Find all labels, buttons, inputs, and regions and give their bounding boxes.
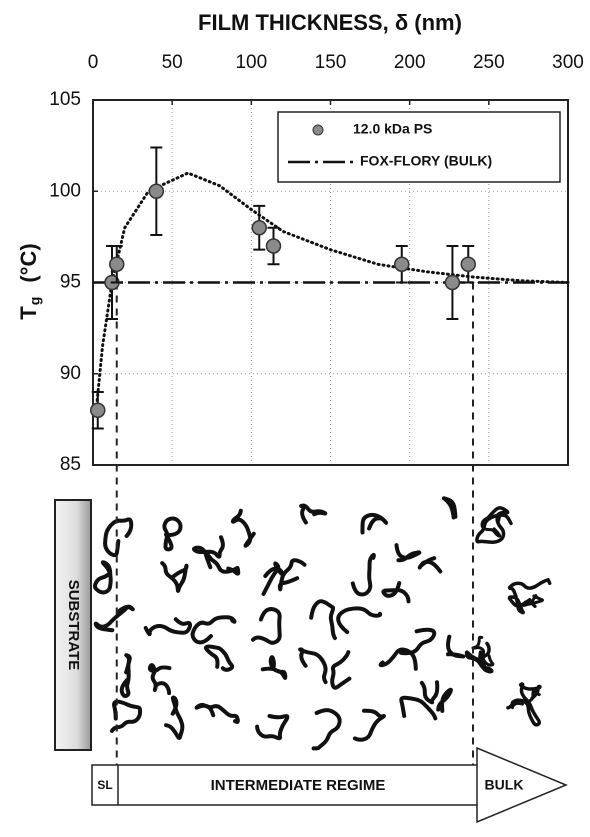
regime-arrow [91, 746, 568, 824]
y-label: T [16, 306, 41, 320]
chain [360, 512, 389, 535]
chain [471, 635, 495, 667]
y-axis-label: T g (°C) [16, 243, 43, 319]
data-point [251, 220, 267, 236]
chain [260, 655, 288, 680]
chain [203, 551, 241, 576]
data-point [90, 402, 106, 418]
chain [119, 653, 132, 699]
chain [147, 663, 172, 696]
chain [194, 702, 240, 724]
chain [110, 699, 143, 733]
chain [464, 641, 494, 674]
y-tick-label: 90 [60, 363, 81, 384]
chain [507, 577, 552, 615]
chain [506, 682, 542, 727]
x-tick-label: 300 [552, 52, 584, 73]
chain [299, 503, 328, 525]
chain [160, 561, 189, 593]
chain [164, 695, 185, 740]
chain [103, 517, 134, 558]
data-point [394, 256, 410, 272]
chain [436, 687, 453, 713]
chain [350, 552, 376, 597]
chain [510, 689, 541, 710]
x-tick-label: 200 [394, 52, 426, 73]
chain [298, 647, 328, 685]
regime-label: INTERMEDIATE REGIME [211, 777, 386, 794]
chain [446, 634, 466, 659]
chain [417, 556, 443, 574]
chain [311, 708, 342, 751]
chain [230, 508, 256, 548]
chain [419, 680, 440, 705]
data-point [148, 183, 165, 199]
y-label-sub: g [27, 297, 43, 306]
substrate-label: SUBSTRATE [65, 580, 82, 671]
chain [190, 615, 237, 645]
x-tick-label: 100 [235, 52, 267, 73]
y-tick-label: 105 [49, 89, 81, 110]
chain [378, 647, 418, 671]
regime-label: SL [97, 778, 112, 792]
chain [92, 560, 113, 595]
legend-label: 12.0 kDa PS [353, 121, 432, 137]
chain [441, 496, 458, 520]
y-tick-label: 100 [49, 180, 81, 201]
x-tick-label: 50 [162, 52, 183, 73]
data-point [265, 238, 282, 254]
chain [251, 607, 282, 645]
chain [261, 561, 285, 596]
y-tick-label: 85 [60, 454, 81, 475]
chain [162, 516, 183, 552]
chain [309, 599, 337, 641]
legend-marker [312, 124, 324, 136]
x-tick-label: 250 [473, 52, 505, 73]
legend-label: FOX-FLORY (BULK) [360, 153, 492, 169]
chain [381, 581, 411, 604]
chain [521, 594, 544, 608]
chain [352, 708, 386, 742]
chain [277, 558, 307, 592]
chain [480, 511, 502, 538]
chain [255, 714, 290, 741]
chart-title: FILM THICKNESS, δ (nm) [198, 10, 462, 35]
y-label-unit: (°C) [16, 243, 41, 282]
data-point [460, 256, 476, 272]
chain [336, 606, 383, 635]
polymer-chains [92, 496, 552, 751]
fit-curve [94, 171, 570, 412]
x-tick-label: 150 [315, 52, 347, 73]
regime-label: BULK [485, 777, 524, 793]
chain [93, 604, 135, 633]
y-tick-label: 95 [60, 272, 81, 293]
chain [330, 650, 352, 690]
chain [143, 617, 193, 637]
x-tick-label: 0 [88, 52, 99, 73]
substrate [54, 499, 92, 751]
chain [394, 543, 422, 563]
data-point [109, 256, 125, 272]
chain [399, 695, 438, 721]
legend-box [277, 111, 561, 183]
chain [203, 644, 235, 672]
data-point [444, 274, 461, 291]
